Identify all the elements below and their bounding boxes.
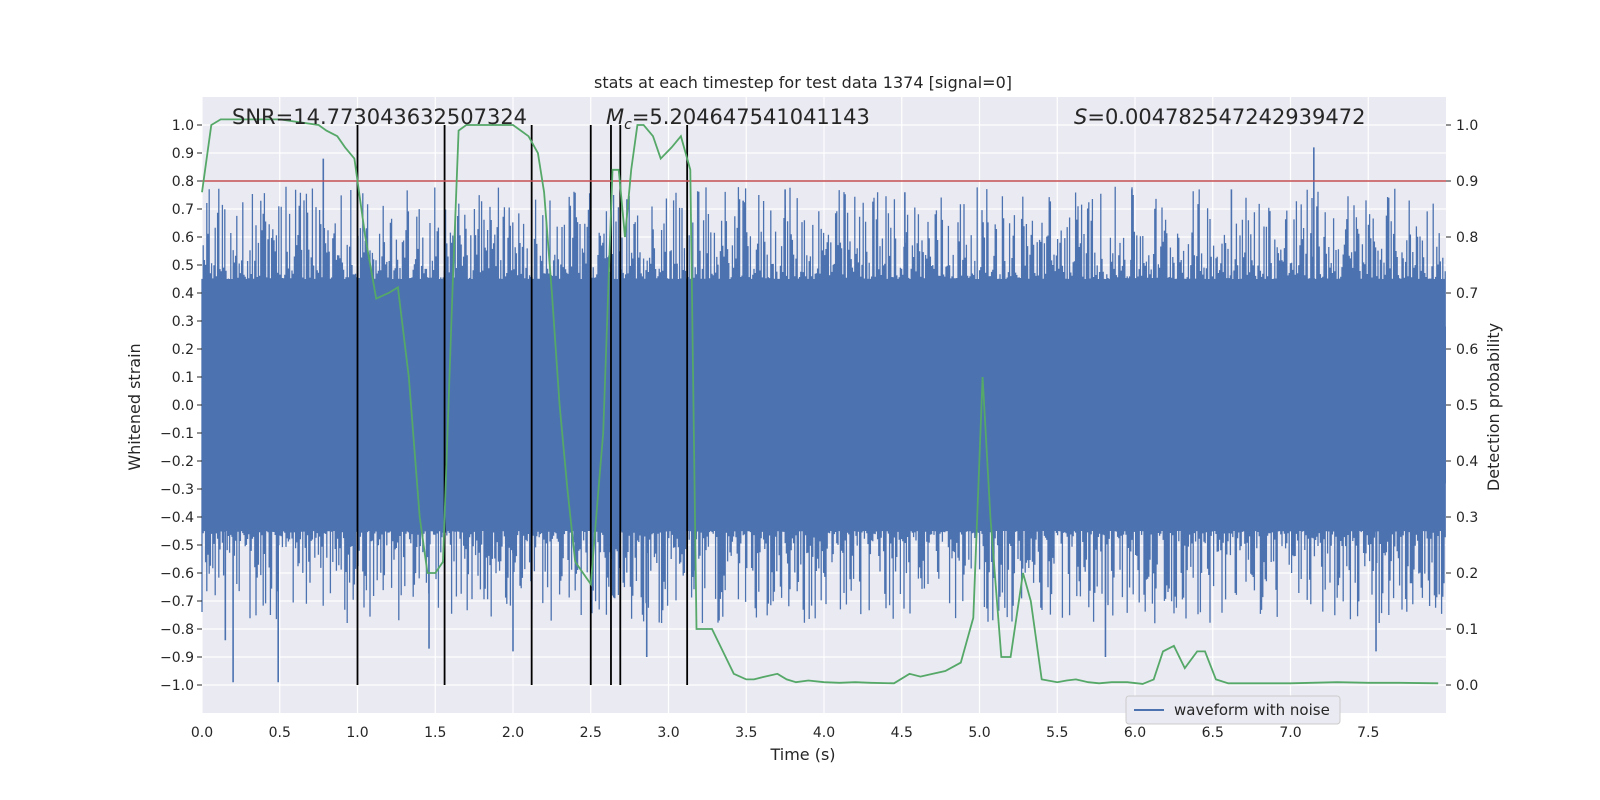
y-tick-label: 0.3	[172, 314, 194, 330]
x-tick-label: 2.0	[502, 725, 524, 741]
y-tick-label: −0.4	[160, 510, 194, 526]
detection-probability-line	[201, 118, 1439, 685]
y-tick-label: 0.2	[172, 342, 194, 358]
legend-label: waveform with noise	[1174, 701, 1330, 719]
y-tick-label: 0.4	[172, 286, 194, 302]
snr-annotation: SNR=14.773043632507324	[232, 105, 527, 129]
x-axis-label: Time (s)	[769, 745, 835, 764]
y2-axis-label: Detection probability	[1484, 323, 1503, 491]
y-tick-label: 0.5	[172, 258, 194, 274]
y2-tick-label: 1.0	[1456, 118, 1478, 134]
chirp-mass-symbol: M	[606, 105, 624, 129]
y2-tick-label: 0.4	[1456, 454, 1478, 470]
y2-tick-label: 0.0	[1456, 678, 1478, 694]
legend: waveform with noise	[1125, 695, 1341, 725]
x-tick-label: 1.0	[346, 725, 368, 741]
x-tick-label: 4.0	[813, 725, 835, 741]
chirp-mass-annotation: Mc=5.204647541041143	[606, 105, 870, 133]
y-tick-label: −0.3	[160, 482, 194, 498]
s-value: =0.004782547242939472	[1087, 105, 1365, 129]
x-tick-label: 6.0	[1124, 725, 1146, 741]
x-tick-label: 3.5	[735, 725, 757, 741]
chirp-mass-value: =5.204647541041143	[632, 105, 870, 129]
waveform-core-band	[202, 326, 1446, 484]
y-axis-label: Whitened strain	[125, 343, 144, 470]
x-tick-label: 5.0	[968, 725, 990, 741]
y2-tick-label: 0.5	[1456, 398, 1478, 414]
y2-tick-label: 0.6	[1456, 342, 1478, 358]
x-tick-label: 4.5	[891, 725, 913, 741]
y2-tick-label: 0.3	[1456, 510, 1478, 526]
x-tick-label: 0.0	[191, 725, 213, 741]
y-tick-label: −1.0	[160, 678, 194, 694]
x-tick-label: 5.5	[1046, 725, 1068, 741]
x-tick-label: 0.5	[269, 725, 291, 741]
y-tick-label: 0.1	[172, 370, 194, 386]
y-tick-label: −0.9	[160, 650, 194, 666]
y2-tick-label: 0.9	[1456, 174, 1478, 190]
chart-title: stats at each timestep for test data 137…	[594, 73, 1012, 92]
y-tick-label: −0.1	[160, 426, 194, 442]
y-tick-label: 0.9	[172, 146, 194, 162]
chirp-mass-subscript: c	[624, 117, 632, 133]
y-tick-label: −0.8	[160, 622, 194, 638]
x-tick-label: 7.5	[1357, 725, 1379, 741]
event-lines	[356, 125, 689, 685]
y2-tick-label: 0.7	[1456, 286, 1478, 302]
y2-tick-label: 0.2	[1456, 566, 1478, 582]
probability-series	[201, 118, 1439, 685]
y-tick-label: 0.7	[172, 202, 194, 218]
s-symbol: S	[1074, 105, 1087, 129]
x-tick-label: 2.5	[580, 725, 602, 741]
y-tick-label: 0.8	[172, 174, 194, 190]
x-tick-label: 1.5	[424, 725, 446, 741]
x-tick-label: 6.5	[1202, 725, 1224, 741]
y-tick-label: −0.5	[160, 538, 194, 554]
y-tick-label: 0.6	[172, 230, 194, 246]
s-annotation: S=0.004782547242939472	[1074, 105, 1365, 129]
y-tick-label: 1.0	[172, 118, 194, 134]
noise-band	[201, 147, 1446, 683]
y2-tick-label: 0.8	[1456, 230, 1478, 246]
y-tick-label: 0.0	[172, 398, 194, 414]
legend-box	[1125, 695, 1341, 725]
x-tick-label: 7.0	[1279, 725, 1301, 741]
y-tick-label: −0.7	[160, 594, 194, 610]
ticks: 0.0 0.5 1.0 1.5 2.0 2.5 3.0 3.5 4.0 4.5 5.0 5.5 6.0 6…	[160, 118, 1478, 741]
y-tick-label: −0.2	[160, 454, 194, 470]
y2-tick-label: 0.1	[1456, 622, 1478, 638]
y-tick-label: −0.6	[160, 566, 194, 582]
x-tick-label: 3.0	[657, 725, 679, 741]
